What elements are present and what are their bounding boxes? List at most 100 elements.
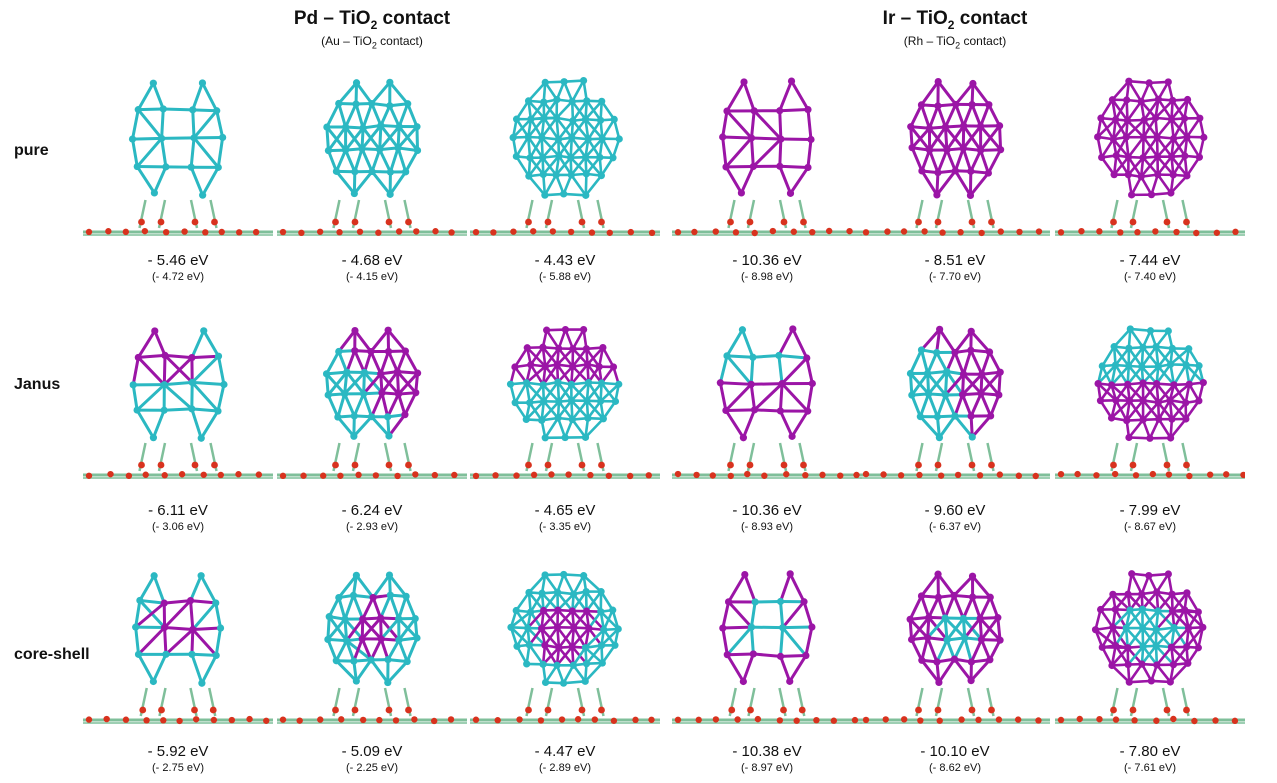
oxygen-atom <box>516 716 523 723</box>
oxygen-atom <box>548 471 555 478</box>
atoms <box>322 326 422 440</box>
oxygen-atom <box>978 229 985 237</box>
atom <box>959 370 968 378</box>
energy-value: - 10.10 eV <box>920 743 990 760</box>
atom <box>376 146 384 154</box>
atom <box>597 397 605 405</box>
oxygen-atom <box>85 716 93 723</box>
oxygen-atom <box>138 461 145 469</box>
oxygen-atom <box>191 461 199 469</box>
atom <box>560 570 568 579</box>
atom <box>158 134 166 142</box>
atom <box>580 572 588 580</box>
atom <box>1128 570 1136 578</box>
atom <box>541 641 549 649</box>
atom <box>597 379 606 387</box>
atom <box>1185 345 1193 353</box>
atom <box>724 598 733 606</box>
atom <box>527 115 535 123</box>
structure-janus-medium-inv <box>860 320 1050 483</box>
oxygen-atom <box>995 716 1003 723</box>
atom <box>150 189 159 197</box>
cluster <box>507 570 622 687</box>
atom <box>539 170 547 179</box>
atoms <box>132 572 225 687</box>
atom <box>1200 133 1208 141</box>
atom <box>581 433 590 441</box>
atom <box>541 434 549 442</box>
oxygen-atom <box>853 471 860 479</box>
oxygen-atom <box>142 471 149 478</box>
cluster <box>719 570 816 686</box>
atom <box>567 154 575 162</box>
cluster <box>509 76 623 199</box>
atom <box>934 102 942 110</box>
tio2-substrate <box>1055 227 1245 237</box>
oxygen-atom <box>645 472 652 479</box>
atom <box>934 570 942 578</box>
atom <box>995 122 1004 130</box>
atom <box>925 124 934 132</box>
atom <box>560 190 568 198</box>
atom <box>1122 624 1130 632</box>
oxygen-atom <box>851 716 859 724</box>
atom <box>1183 172 1191 180</box>
atom <box>778 380 786 388</box>
atom <box>739 677 747 686</box>
oxygen-atom <box>351 461 359 469</box>
atom <box>1164 570 1172 578</box>
atom <box>986 656 994 664</box>
oxygen-atom <box>819 471 826 479</box>
oxygen-atom <box>162 228 170 236</box>
atom <box>134 106 142 114</box>
oxygen-atom <box>884 228 891 235</box>
atom <box>739 434 748 442</box>
atom <box>615 380 623 388</box>
oxygen-atom <box>1129 218 1137 226</box>
atom <box>511 363 519 371</box>
atom <box>1152 642 1160 650</box>
atoms <box>1094 325 1207 442</box>
atoms <box>719 77 815 197</box>
atom <box>908 391 916 399</box>
atom <box>943 146 951 154</box>
atom <box>776 107 784 115</box>
adsorption-energy: - 7.44 eV (- 7.40 eV) <box>1060 252 1240 283</box>
oxygen-atom <box>122 228 130 236</box>
atom <box>950 655 959 663</box>
oxygen-atom <box>606 229 613 236</box>
atom <box>539 660 547 668</box>
atom <box>966 191 975 200</box>
cluster <box>906 325 1004 442</box>
atom <box>522 415 530 424</box>
oxygen-atom <box>298 229 305 237</box>
energy-value: - 10.36 eV <box>732 252 802 269</box>
oxygen-atom <box>355 471 362 479</box>
atom <box>553 661 561 669</box>
structure-coreshell-medium <box>277 565 467 728</box>
atom <box>136 596 144 605</box>
oxygen-atom <box>279 716 287 723</box>
energy-value: - 8.51 eV <box>924 252 986 269</box>
energy-alt-value: (- 2.75 eV) <box>152 762 204 774</box>
atom <box>961 634 969 642</box>
atom <box>1196 114 1204 122</box>
atom <box>1108 96 1117 104</box>
oxygen-atom <box>1117 229 1124 236</box>
atom <box>378 389 386 397</box>
atom <box>776 162 784 170</box>
atom <box>1123 116 1132 125</box>
structure-janus-large-inv <box>1055 320 1245 483</box>
atom <box>609 363 618 371</box>
atom <box>352 677 360 685</box>
atom <box>611 397 620 405</box>
atom <box>1166 678 1174 686</box>
atom <box>199 191 207 199</box>
oxygen-atom <box>492 472 499 479</box>
atom <box>1152 343 1160 351</box>
atom <box>413 123 421 131</box>
atom <box>552 171 560 179</box>
oxygen-atom <box>1206 471 1214 478</box>
atom <box>324 391 332 399</box>
atom <box>968 100 976 109</box>
